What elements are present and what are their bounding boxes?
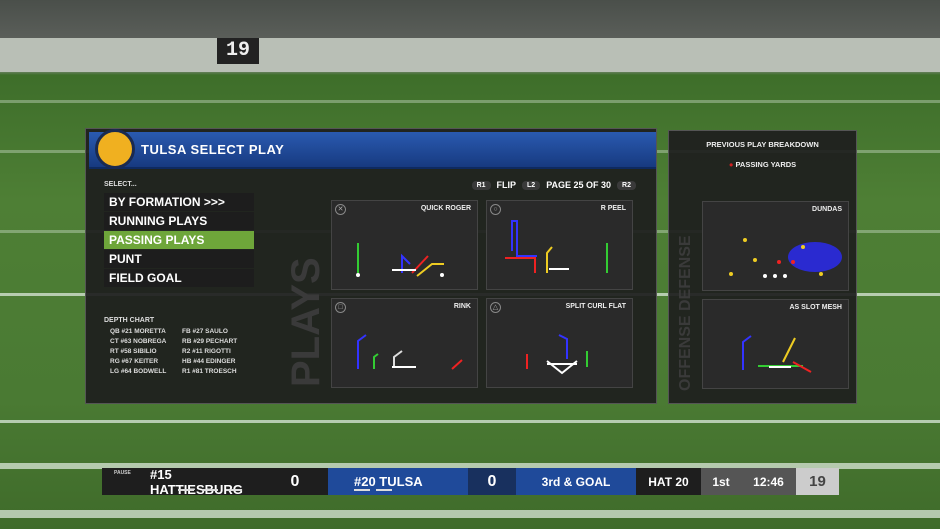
stadium-scoreboard: 19 bbox=[217, 38, 259, 64]
cross-button-icon: ✕ bbox=[335, 204, 346, 215]
depth-entry: RT #58 SIBILIO bbox=[110, 348, 157, 355]
menu-item-passing-plays[interactable]: PASSING PLAYS bbox=[104, 231, 254, 249]
play-name: DUNDAS bbox=[812, 206, 842, 213]
tulsa-logo bbox=[95, 129, 135, 169]
scoreboard: PAUSE #15 HATTIESBURG 0 #20 TULSA 0 3rd … bbox=[102, 466, 839, 497]
away-score: 0 bbox=[262, 468, 328, 495]
play-name: AS SLOT MESH bbox=[789, 304, 842, 311]
play-diagram bbox=[356, 243, 444, 277]
play-name: QUICK ROGER bbox=[420, 205, 471, 212]
legend-label: PASSING YARDS bbox=[735, 160, 797, 169]
play-name: R PEEL bbox=[600, 205, 626, 212]
select-label: SELECT... bbox=[104, 181, 137, 188]
page-indicator: PAGE 25 OF 30 bbox=[546, 180, 612, 190]
play-diagram bbox=[526, 334, 588, 375]
down-and-distance: 3rd & GOAL bbox=[516, 468, 636, 495]
menu-item-by-formation[interactable]: BY FORMATION >>> bbox=[104, 193, 254, 211]
home-team-name: #20 TULSA bbox=[354, 474, 423, 489]
stadium-wall bbox=[0, 38, 940, 72]
previous-play-breakdown-panel: PREVIOUS PLAY BREAKDOWN ● PASSING YARDS … bbox=[668, 130, 857, 404]
menu-item-punt[interactable]: PUNT bbox=[104, 250, 254, 268]
game-clock: 12:46 bbox=[741, 468, 796, 495]
panel-title: TULSA SELECT PLAY bbox=[141, 142, 285, 157]
play-clock: 19 bbox=[796, 468, 839, 495]
play-name: SPLIT CURL FLAT bbox=[565, 303, 626, 310]
breakdown-title: PREVIOUS PLAY BREAKDOWN bbox=[706, 140, 819, 149]
panel-header: TULSA SELECT PLAY bbox=[89, 129, 656, 169]
depth-entry: R1 #81 TROESCH bbox=[182, 368, 237, 375]
home-team: #20 TULSA bbox=[328, 468, 468, 495]
ball-spot: HAT 20 bbox=[636, 468, 701, 495]
depth-entry: LG #64 BODWELL bbox=[110, 368, 167, 375]
breakdown-card-as-slot-mesh: AS SLOT MESH bbox=[702, 299, 849, 389]
play-card-r-peel[interactable]: ○ R PEEL bbox=[486, 200, 633, 290]
play-diagram bbox=[357, 334, 463, 370]
page-nav: R1 FLIP L2 PAGE 25 OF 30 R2 bbox=[471, 180, 636, 190]
menu-item-running-plays[interactable]: RUNNING PLAYS bbox=[104, 212, 254, 230]
pause-label: PAUSE bbox=[114, 470, 131, 476]
play-card-quick-roger[interactable]: ✕ QUICK ROGER bbox=[331, 200, 478, 290]
select-play-panel: TULSA SELECT PLAY SELECT... BY FORMATION… bbox=[85, 128, 657, 404]
depth-chart: DEPTH CHART QB #21 MORETTA FB #27 SAULO … bbox=[104, 317, 254, 375]
depth-entry: R2 #11 RIGOTTI bbox=[182, 348, 231, 355]
r1-button[interactable]: R1 bbox=[471, 180, 491, 190]
plays-watermark: PLAYS bbox=[284, 257, 328, 387]
offense-defense-watermark: OFFENSE DEFENSE bbox=[677, 235, 694, 391]
away-team: PAUSE #15 HATTIESBURG bbox=[102, 466, 262, 497]
circle-button-icon: ○ bbox=[490, 204, 501, 215]
depth-entry: HB #44 EDINGER bbox=[182, 358, 236, 365]
play-diagram bbox=[742, 335, 812, 373]
depth-entry: RB #29 PECHART bbox=[182, 338, 238, 345]
play-category-menu: SELECT... BY FORMATION >>> RUNNING PLAYS… bbox=[104, 181, 254, 288]
play-diagram bbox=[729, 238, 842, 278]
away-team-name: #15 HATTIESBURG bbox=[150, 466, 243, 497]
play-name: RINK bbox=[453, 303, 471, 310]
l2-button[interactable]: L2 bbox=[522, 180, 541, 190]
depth-chart-title: DEPTH CHART bbox=[104, 317, 155, 324]
triangle-button-icon: △ bbox=[490, 302, 501, 313]
square-button-icon: □ bbox=[335, 302, 346, 313]
home-score: 0 bbox=[468, 468, 516, 495]
menu-item-field-goal[interactable]: FIELD GOAL bbox=[104, 269, 254, 287]
breakdown-card-dundas: DUNDAS bbox=[702, 201, 849, 291]
depth-entry: QB #21 MORETTA bbox=[110, 328, 166, 335]
flip-label: FLIP bbox=[496, 180, 517, 190]
r2-button[interactable]: R2 bbox=[617, 180, 636, 190]
play-diagram bbox=[505, 220, 608, 273]
legend-dot-icon: ● bbox=[728, 160, 736, 169]
play-card-rink[interactable]: □ RINK bbox=[331, 298, 478, 388]
play-card-split-curl-flat[interactable]: △ SPLIT CURL FLAT bbox=[486, 298, 633, 388]
depth-entry: RG #67 KEITER bbox=[110, 358, 159, 365]
depth-entry: CT #63 NOBREGA bbox=[110, 338, 167, 345]
depth-entry: FB #27 SAULO bbox=[182, 328, 228, 335]
breakdown-legend: ● PASSING YARDS bbox=[669, 160, 856, 169]
quarter: 1st bbox=[701, 468, 741, 495]
